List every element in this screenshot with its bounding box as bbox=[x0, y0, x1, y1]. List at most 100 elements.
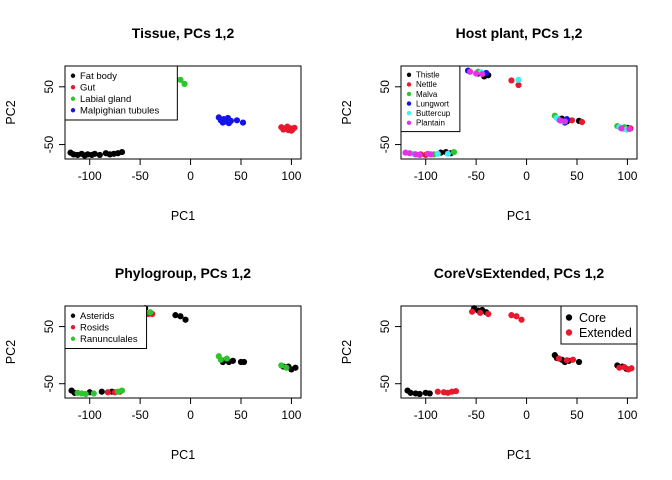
y-tick-label: -50 bbox=[42, 136, 56, 154]
series-extended bbox=[434, 308, 635, 396]
series-fat-body bbox=[67, 148, 126, 159]
x-tick-label: -50 bbox=[467, 169, 485, 183]
data-point bbox=[181, 80, 188, 88]
x-tick-label: 0 bbox=[523, 408, 530, 422]
data-point bbox=[444, 150, 451, 157]
chart-panel-4: CoreVsExtended, PCs 1,2 -100 -50 0 50 100 -50 5… bbox=[340, 265, 638, 462]
data-point bbox=[626, 125, 633, 133]
data-point bbox=[561, 118, 568, 125]
data-point bbox=[280, 126, 287, 133]
legend-marker bbox=[70, 325, 76, 330]
data-point bbox=[240, 358, 248, 366]
data-point bbox=[466, 68, 474, 75]
data-point bbox=[578, 118, 586, 126]
data-point bbox=[434, 388, 441, 395]
data-point bbox=[479, 70, 486, 78]
data-point bbox=[555, 355, 562, 362]
data-point bbox=[569, 356, 577, 363]
legend-label: Plantain bbox=[416, 119, 445, 128]
chart-title: Phylogroup, PCs 1,2 bbox=[115, 265, 251, 281]
y-axis-label: PC2 bbox=[340, 340, 354, 364]
y-axis-label: PC2 bbox=[340, 100, 354, 124]
x-tick-label: 50 bbox=[234, 169, 248, 183]
x-tick-label: 50 bbox=[570, 408, 584, 422]
data-point bbox=[473, 70, 480, 77]
data-point bbox=[182, 316, 189, 323]
data-point bbox=[407, 389, 414, 396]
legend-marker bbox=[70, 108, 76, 113]
legend-label: Malpighian tubules bbox=[80, 106, 159, 117]
data-point bbox=[177, 313, 184, 320]
plot-frame bbox=[400, 305, 638, 399]
x-tick-label: 50 bbox=[234, 408, 248, 422]
legend-label: Buttercup bbox=[416, 109, 451, 118]
y-tick-label: 50 bbox=[42, 320, 56, 334]
legend-label: Lungwort bbox=[416, 99, 450, 108]
data-point bbox=[278, 362, 285, 369]
series-malpighian-tubules bbox=[215, 114, 247, 127]
legend-marker bbox=[70, 313, 76, 318]
data-point bbox=[518, 316, 525, 323]
legend-marker bbox=[406, 120, 412, 126]
x-axis-label: PC1 bbox=[171, 209, 195, 223]
data-point bbox=[508, 312, 515, 319]
chart-title: Host plant, PCs 1,2 bbox=[456, 25, 583, 41]
data-point bbox=[177, 76, 184, 83]
plot-frame bbox=[64, 305, 302, 399]
legend-label: Fat body bbox=[80, 71, 117, 82]
y-tick-label: 50 bbox=[378, 80, 392, 94]
chart-title: CoreVsExtended, PCs 1,2 bbox=[434, 265, 605, 281]
chart-panel-3: Phylogroup, PCs 1,2 -100 -50 0 50 100 -50 50 PC1… bbox=[4, 265, 302, 462]
data-point bbox=[118, 387, 126, 394]
data-point bbox=[616, 364, 623, 371]
legend-marker bbox=[70, 85, 76, 90]
data-point bbox=[147, 309, 154, 316]
data-point bbox=[288, 127, 295, 134]
legend-label: Core bbox=[579, 311, 606, 325]
y-axis-label: PC2 bbox=[4, 340, 18, 364]
x-tick-label: -50 bbox=[467, 408, 485, 422]
data-point bbox=[233, 117, 241, 124]
legend-label: Thistle bbox=[416, 71, 440, 80]
data-point bbox=[469, 308, 476, 315]
data-point bbox=[406, 150, 413, 157]
legend-label: Malva bbox=[416, 90, 438, 99]
x-tick-label: -50 bbox=[131, 408, 149, 422]
data-point bbox=[229, 357, 237, 364]
data-point bbox=[575, 358, 583, 366]
x-axis-label: PC1 bbox=[171, 448, 195, 462]
data-point bbox=[90, 390, 97, 397]
legend-box bbox=[560, 305, 638, 345]
data-point bbox=[515, 81, 522, 89]
data-point bbox=[628, 365, 635, 372]
data-point bbox=[118, 148, 126, 156]
x-axis-label: PC1 bbox=[507, 448, 531, 462]
data-point bbox=[508, 77, 515, 84]
data-point bbox=[513, 313, 520, 320]
chart-title: Tissue, PCs 1,2 bbox=[132, 25, 235, 41]
x-tick-label: 0 bbox=[523, 169, 530, 183]
legend-marker bbox=[565, 314, 573, 321]
x-tick-label: -50 bbox=[131, 169, 149, 183]
x-tick-label: 100 bbox=[281, 169, 301, 183]
legend-marker bbox=[406, 82, 412, 87]
data-point bbox=[515, 76, 522, 83]
legend-label: Ranunculales bbox=[80, 334, 138, 345]
data-point bbox=[225, 120, 232, 127]
y-tick-label: -50 bbox=[378, 375, 392, 393]
data-point bbox=[427, 151, 434, 158]
data-point bbox=[426, 390, 433, 397]
y-tick-label: -50 bbox=[42, 375, 56, 393]
x-tick-label: -100 bbox=[78, 408, 102, 422]
data-point bbox=[283, 364, 290, 371]
data-point bbox=[416, 151, 423, 159]
legend-label: Gut bbox=[80, 83, 96, 94]
y-tick-label: 50 bbox=[378, 320, 392, 334]
chart-panel-1: Tissue, PCs 1,2 -100 -50 0 50 100 -50 50 PC1 PC2 F… bbox=[4, 25, 302, 223]
x-tick-label: 100 bbox=[617, 169, 637, 183]
x-tick-label: -100 bbox=[414, 408, 438, 422]
legend-box bbox=[400, 65, 461, 133]
data-point bbox=[452, 388, 460, 395]
